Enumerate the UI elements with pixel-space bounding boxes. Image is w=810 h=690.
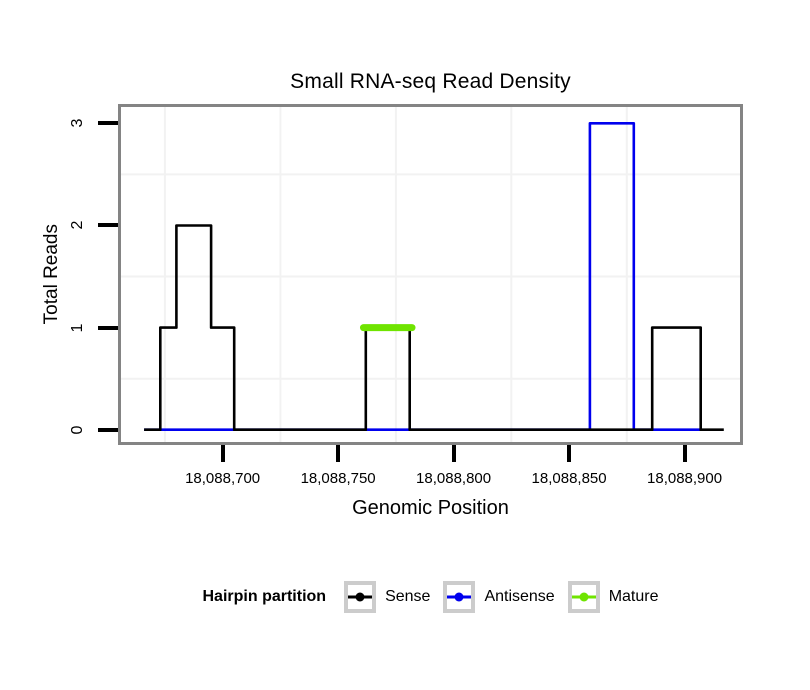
y-tick-label: 1 <box>69 323 86 333</box>
y-tick <box>98 325 118 330</box>
y-tick <box>98 121 118 126</box>
plot-panel <box>118 104 743 445</box>
y-tick-label: 0 <box>69 425 86 435</box>
x-axis-title: Genomic Position <box>352 497 509 519</box>
sense-line-dot-icon <box>348 592 373 602</box>
series-sense-line <box>144 224 724 432</box>
x-tick <box>682 445 687 462</box>
x-tick-label: 18,088,800 <box>416 470 492 487</box>
legend-title: Hairpin partition <box>202 588 327 605</box>
x-tick-label: 18,088,850 <box>531 470 607 487</box>
x-tick <box>220 445 225 462</box>
legend-label: Mature <box>608 588 659 605</box>
legend-items: Sense Antisense Mature <box>344 581 659 613</box>
legend-item-mature: Mature <box>567 581 659 613</box>
y-axis-title: Total Reads <box>41 224 62 325</box>
legend-label: Antisense <box>484 588 555 605</box>
chart-title: Small RNA-seq Read Density <box>290 70 571 93</box>
legend-key-antisense <box>443 581 476 613</box>
legend-item-antisense: Antisense <box>443 581 555 613</box>
y-tick <box>98 223 118 228</box>
antisense-line-dot-icon <box>447 592 472 602</box>
x-tick <box>336 445 341 462</box>
plot-area <box>121 107 740 442</box>
mature-line-dot-icon <box>571 592 596 602</box>
legend-key-sense <box>344 581 377 613</box>
x-tick-label: 18,088,750 <box>300 470 376 487</box>
y-tick-label: 3 <box>69 118 86 128</box>
legend-key-mature <box>567 581 600 613</box>
legend: Hairpin partition Sense Antisense Mature <box>118 578 743 616</box>
y-tick <box>98 427 118 432</box>
x-tick <box>567 445 572 462</box>
x-tick-label: 18,088,900 <box>647 470 723 487</box>
legend-item-sense: Sense <box>344 581 430 613</box>
legend-label: Sense <box>385 588 431 605</box>
x-tick-label: 18,088,700 <box>185 470 261 487</box>
y-tick-label: 2 <box>69 221 86 230</box>
x-tick <box>451 445 456 462</box>
